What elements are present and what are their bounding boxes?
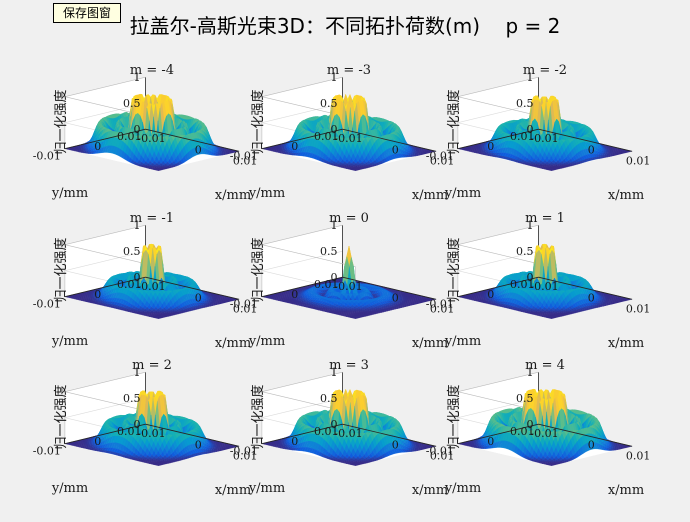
y-tick-label: 0 [487,140,494,153]
y-tick-label: -0.01 [33,150,61,163]
x-tick-label: -0.01 [334,132,362,145]
y-tick-label: 0 [94,140,101,153]
z-tick-label: 1 [134,71,141,84]
y-tick-label: -0.01 [426,150,454,163]
x-tick-label: -0.01 [530,132,558,145]
grid-line [64,76,146,97]
x-axis-label: x/mm [215,188,251,203]
y-axis-label: y/mm [248,186,285,201]
z-tick-label: 0.5 [123,97,141,110]
z-tick-label: 0.5 [516,97,534,110]
z-axis-label: 归一化强度 [446,89,462,154]
z-tick-label: 1 [331,71,338,84]
z-tick-label: 1 [527,71,534,84]
z-axis-label: 归一化强度 [250,89,266,154]
y-tick-label: -0.01 [230,150,258,163]
x-tick-label: 0 [195,143,202,156]
x-tick-label: -0.01 [137,132,165,145]
z-tick-label: 0.5 [320,97,338,110]
figure-title: 拉盖尔-高斯光束3D：不同拓扑荷数(m) p = 2 [129,14,561,38]
y-tick-label: 0 [291,140,298,153]
x-axis-label: x/mm [608,188,644,203]
x-axis-label: x/mm [412,188,448,203]
x-tick-label: 0.01 [626,154,651,167]
y-axis-label: y/mm [51,186,88,201]
z-axis-label: 归一化强度 [53,89,69,154]
y-axis-label: y/mm [444,186,481,201]
surface-mesh [64,93,240,171]
x-tick-label: 0 [392,143,399,156]
x-tick-label: 0 [588,143,595,156]
